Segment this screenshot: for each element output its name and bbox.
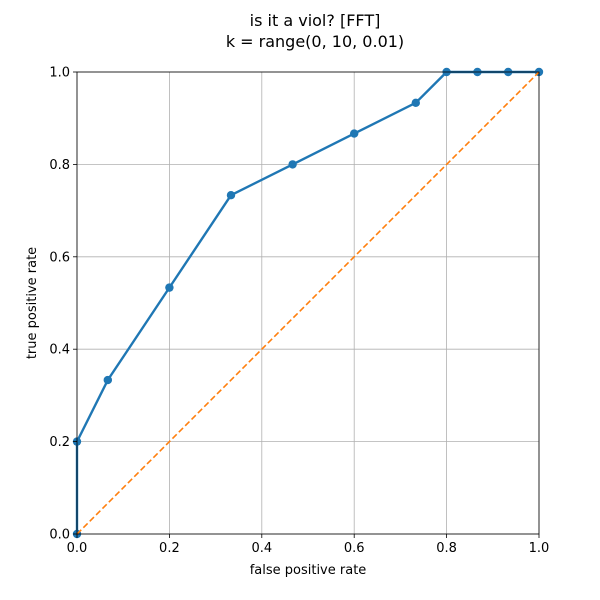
x-tick-label: 0.0 xyxy=(67,541,88,556)
x-axis-label: false positive rate xyxy=(250,563,367,578)
x-tick-label: 0.8 xyxy=(436,541,457,556)
plot-area xyxy=(72,67,544,539)
chart-title-line2: k = range(0, 10, 0.01) xyxy=(226,32,404,51)
y-tick-label: 1.0 xyxy=(49,66,70,81)
axis-ticks: 0.0 0.2 0.4 0.6 0.8 1.0 0.0 0.2 0.4 0.6 0.8 1.0 xyxy=(49,66,549,557)
roc-point-marker xyxy=(411,98,420,108)
roc-point-marker xyxy=(226,191,236,200)
y-tick-label: 0.8 xyxy=(49,158,70,173)
y-tick-label: 0.2 xyxy=(49,435,70,450)
roc-point-marker xyxy=(165,283,174,292)
roc-point-marker xyxy=(350,129,359,138)
axes-frame xyxy=(76,71,540,535)
roc-point-marker xyxy=(288,160,297,169)
x-tick-label: 1.0 xyxy=(529,541,550,556)
chart-title-line1: is it a viol? [FFT] xyxy=(250,11,381,30)
roc-point-marker xyxy=(103,375,113,385)
y-tick-label: 0.4 xyxy=(49,343,70,358)
diagonal-reference-line xyxy=(76,71,540,535)
x-tick-label: 0.6 xyxy=(344,541,365,556)
y-tick-label: 0.0 xyxy=(49,528,70,543)
y-tick-label: 0.6 xyxy=(49,250,70,265)
x-tick-label: 0.4 xyxy=(251,541,272,556)
y-axis-label: true positive rate xyxy=(25,247,40,359)
x-tick-label: 0.2 xyxy=(159,541,180,556)
